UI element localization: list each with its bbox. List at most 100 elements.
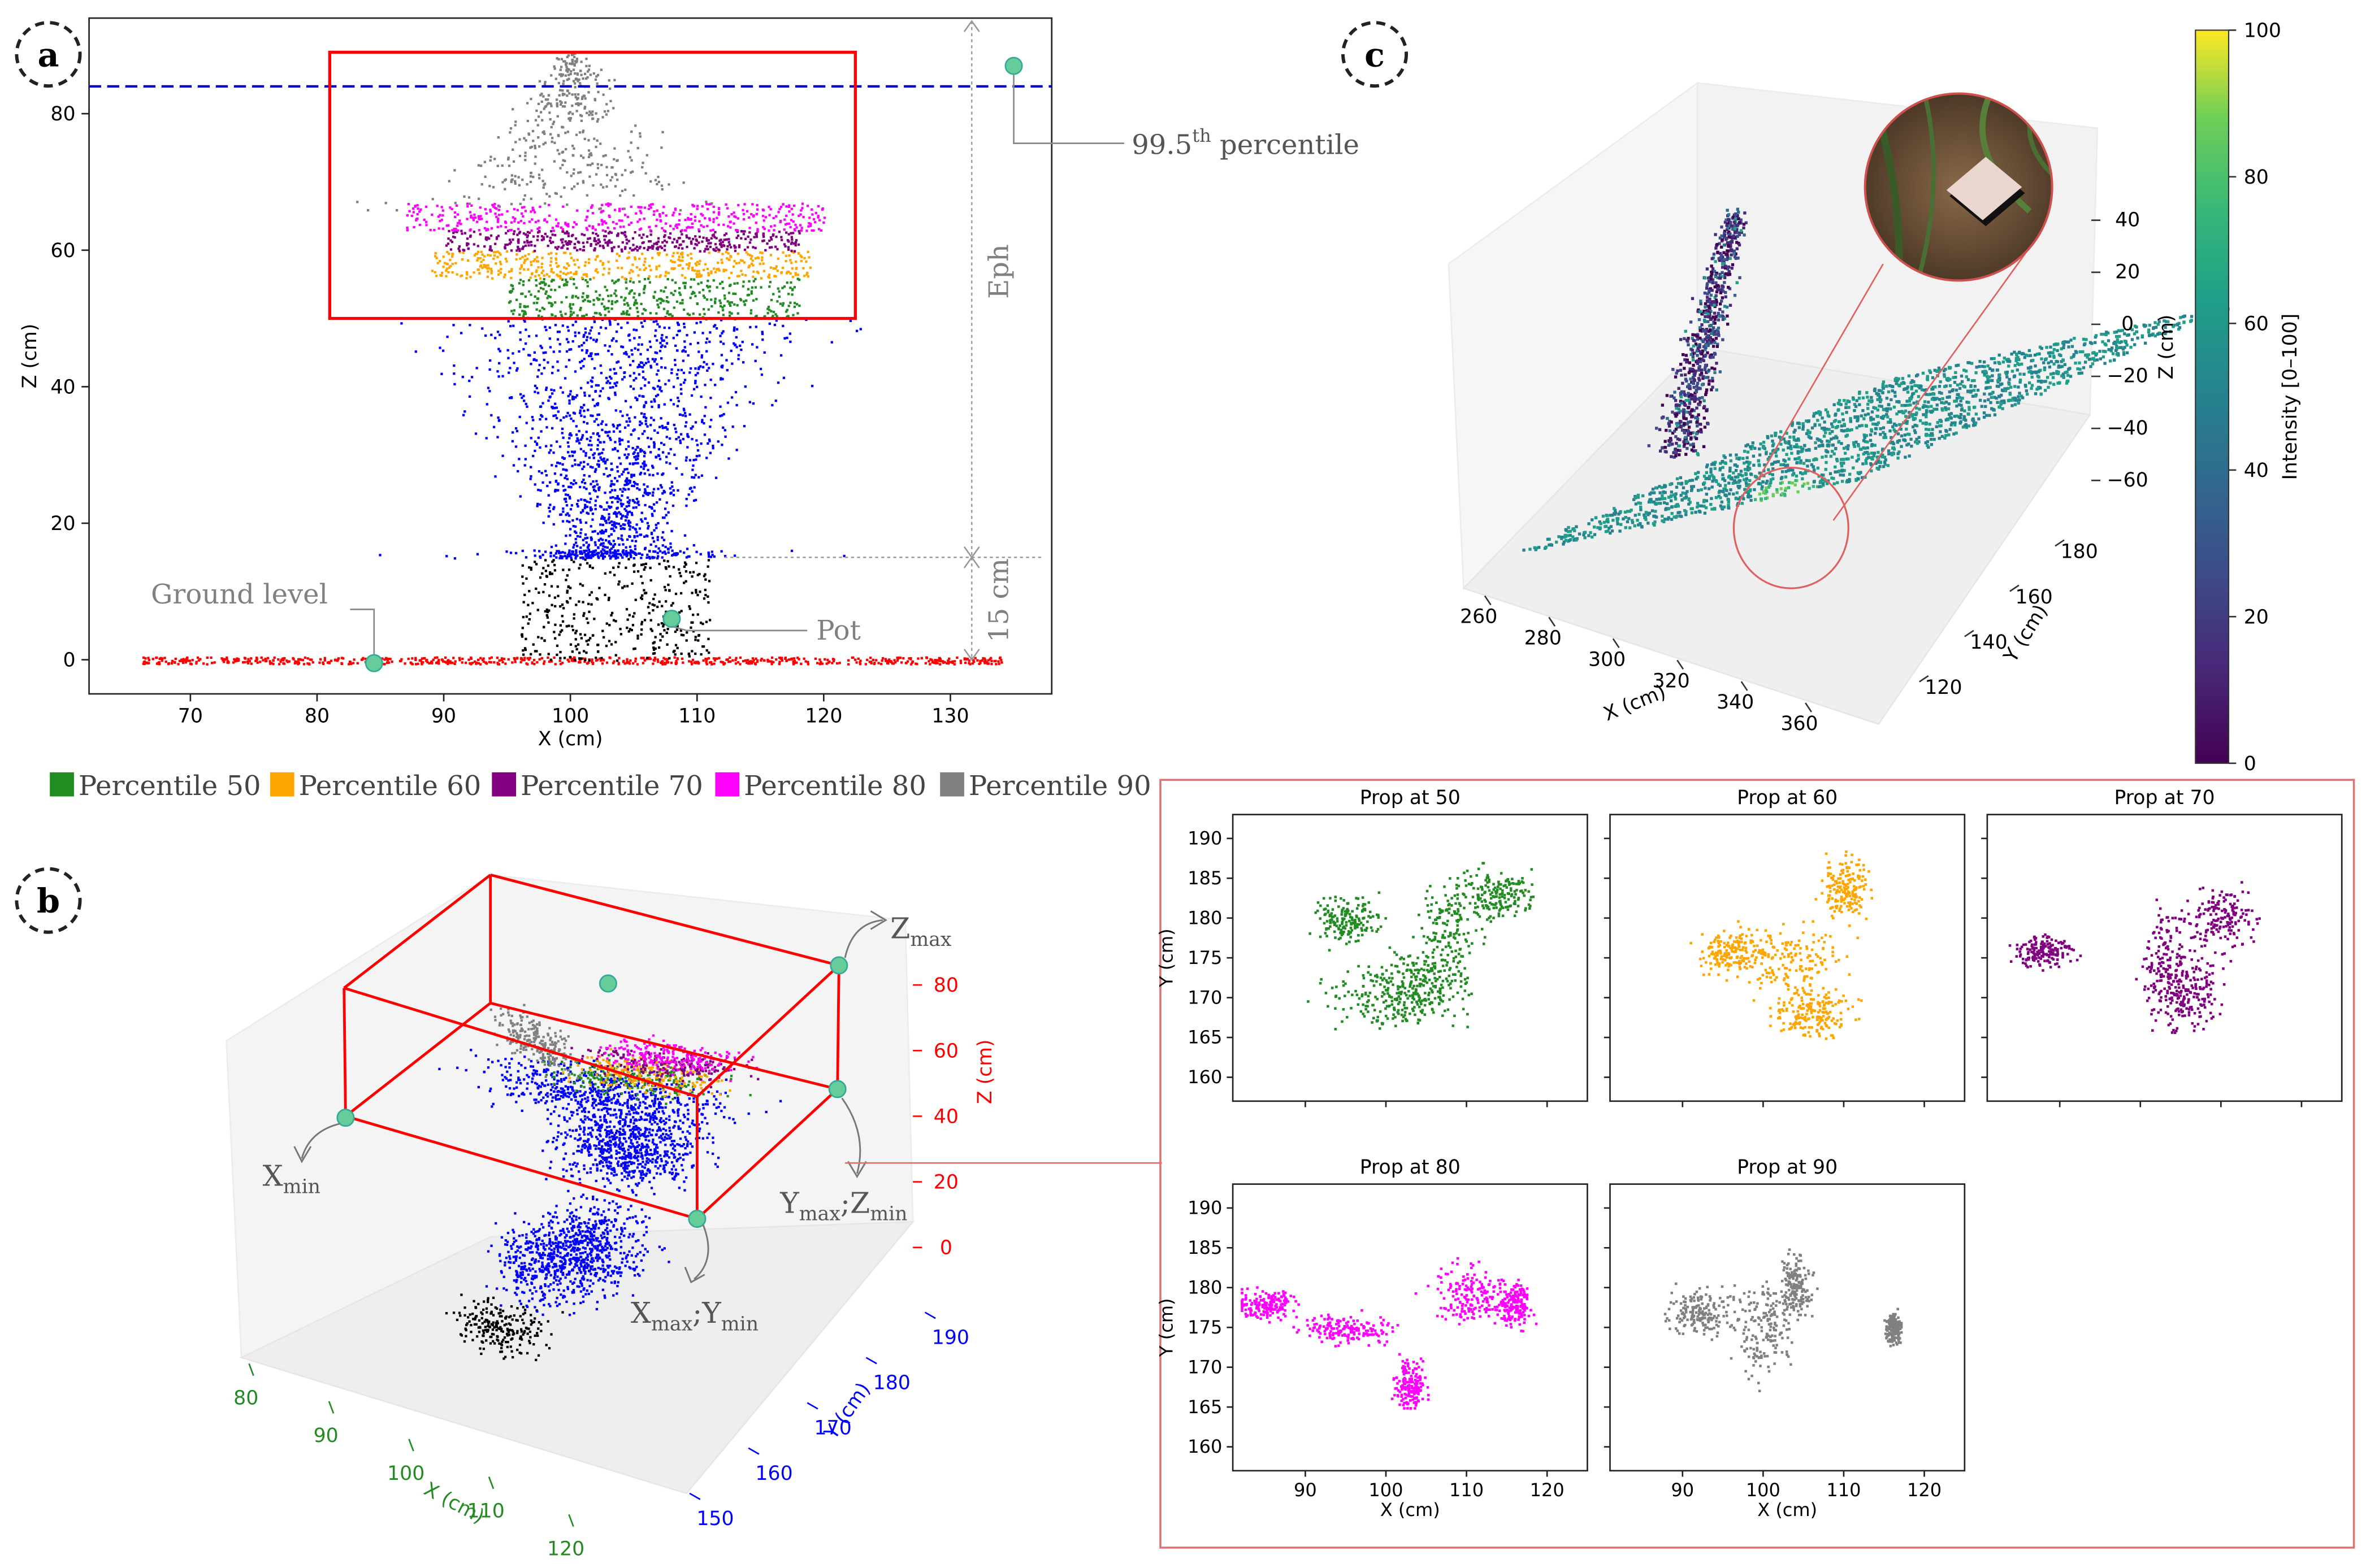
subplot-title: Prop at 70 — [2114, 787, 2215, 809]
subplot-xlabel: X (cm) — [1380, 1499, 1440, 1521]
c-xtick: 280 — [1524, 627, 1562, 649]
legend-swatch — [50, 772, 74, 797]
a-xtick: 90 — [431, 705, 456, 728]
b-xtick: 90 — [314, 1424, 339, 1447]
subplot-ytick: 185 — [1188, 867, 1222, 889]
b-ytick: 190 — [932, 1327, 969, 1349]
c-ztick: −20 — [2107, 365, 2148, 388]
extent-marker — [337, 1109, 354, 1126]
colorbar-tick: 40 — [2244, 459, 2269, 482]
percentile-marker — [1006, 58, 1022, 74]
subplot-ytick: 190 — [1188, 1197, 1222, 1219]
panel-label-c: c — [1343, 23, 1406, 86]
a-ytick: 20 — [50, 512, 75, 535]
svg-text:b: b — [37, 881, 60, 920]
subplot-xlabel: X (cm) — [1757, 1499, 1817, 1521]
legend-item: Percentile 50 — [50, 770, 261, 802]
colorbar — [2195, 30, 2229, 763]
ground-level-annotation: Ground level — [151, 579, 328, 610]
legend-swatch — [270, 772, 294, 797]
b-ztick: 0 — [940, 1237, 952, 1259]
a-ytick: 60 — [50, 240, 75, 262]
b-xtick: 80 — [233, 1387, 258, 1409]
subplot-ytick: 170 — [1188, 1356, 1222, 1378]
c-ztick: 0 — [2121, 313, 2134, 336]
eph-label: Eph — [983, 244, 1015, 299]
colorbar-tick: 20 — [2244, 606, 2269, 628]
subplot-ytick: 165 — [1188, 1396, 1222, 1418]
c-ytick: 180 — [2061, 541, 2098, 563]
c-xtick: 260 — [1460, 606, 1497, 628]
c-xtick: 340 — [1717, 691, 1754, 714]
c-xtick: 300 — [1588, 648, 1626, 671]
b-xlabel: X (cm) — [420, 1478, 488, 1528]
zmax-annotation: Zmax — [890, 911, 952, 950]
a-ytick: 0 — [63, 649, 75, 672]
pot-annotation: Pot — [816, 615, 861, 646]
svg-text:a: a — [37, 35, 59, 74]
panel-c: 26028030032034036012014016018040200−20−4… — [1449, 19, 2302, 775]
b-ytick: 180 — [873, 1372, 911, 1395]
subplot-ytick: 175 — [1188, 947, 1222, 968]
colorbar-tick: 60 — [2244, 312, 2269, 335]
legend-item: Percentile 90 — [940, 770, 1151, 802]
extent-marker — [831, 957, 847, 974]
pot-height-label: 15 cm — [983, 558, 1015, 642]
legend-swatch — [715, 772, 739, 797]
a-xtick: 130 — [931, 705, 969, 728]
b-xtick: 120 — [547, 1537, 584, 1560]
b-ytick: 160 — [755, 1462, 792, 1485]
subplot-xtick: 90 — [1671, 1479, 1694, 1501]
subplot-ytick: 180 — [1188, 907, 1222, 928]
c-ztick: −60 — [2107, 469, 2148, 492]
c-ztick: 20 — [2115, 261, 2140, 284]
subplot-xtick: 100 — [1746, 1479, 1780, 1501]
extent-marker — [689, 1210, 705, 1227]
b-ztick: 80 — [934, 974, 959, 997]
legend-swatch — [940, 772, 964, 797]
c-ztick: 40 — [2115, 209, 2140, 231]
pot-marker — [664, 610, 680, 627]
subplot-ytick: 160 — [1188, 1066, 1222, 1088]
subplot-xtick: 120 — [1530, 1479, 1565, 1501]
a-ytick: 80 — [50, 103, 75, 125]
a-xtick: 110 — [678, 705, 716, 728]
subplot-xtick: 100 — [1368, 1479, 1403, 1501]
subplot-2: Prop at 60 — [1604, 787, 1965, 1107]
subplot-ytick: 175 — [1188, 1317, 1222, 1338]
a-xtick: 80 — [305, 705, 330, 728]
subplot-ytick: 185 — [1188, 1237, 1222, 1258]
panel-a-ylabel: Z (cm) — [19, 324, 41, 389]
colorbar-tick: 80 — [2244, 166, 2269, 189]
subplot-ylabel: Y (cm) — [1155, 928, 1177, 988]
c-xlabel: X (cm) — [1601, 680, 1669, 726]
svg-text:c: c — [1364, 35, 1385, 74]
legend-label: Percentile 70 — [521, 770, 703, 802]
b-zlabel: Z (cm) — [974, 1039, 996, 1104]
subplot-ylabel: Y (cm) — [1155, 1298, 1177, 1357]
legend-label: Percentile 50 — [79, 770, 261, 802]
subplot-ytick: 160 — [1188, 1436, 1222, 1457]
b-ytick: 150 — [696, 1508, 734, 1530]
subplot-xtick: 90 — [1294, 1479, 1317, 1501]
c-zlabel: Z (cm) — [2155, 315, 2178, 380]
b-ztick: 20 — [934, 1171, 959, 1194]
legend-label: Percentile 80 — [744, 770, 926, 802]
a-xtick: 70 — [178, 705, 203, 728]
legend-item: Percentile 70 — [492, 770, 703, 802]
b-ztick: 60 — [934, 1040, 959, 1062]
extent-marker — [829, 1081, 846, 1097]
a-xtick: 120 — [805, 705, 842, 728]
subplot-title: Prop at 80 — [1360, 1156, 1461, 1179]
subplot-xtick: 120 — [1907, 1479, 1942, 1501]
subplot-3: Prop at 70 — [1981, 787, 2342, 1107]
extent-marker — [600, 975, 616, 992]
